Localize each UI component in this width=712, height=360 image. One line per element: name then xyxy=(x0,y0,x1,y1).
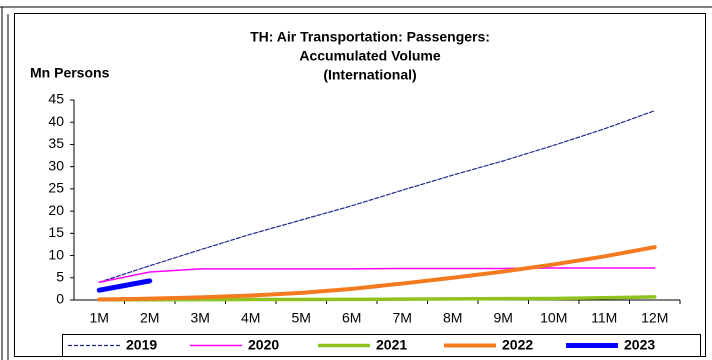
series-line xyxy=(98,110,656,283)
y-tick-label: 20 xyxy=(48,202,64,218)
series-line xyxy=(98,267,656,283)
legend-label: 2021 xyxy=(376,337,407,353)
x-tick-label: 1M xyxy=(90,310,109,326)
y-tick-label: 45 xyxy=(48,91,64,107)
chart-title: Accumulated Volume xyxy=(299,48,441,64)
series-line xyxy=(97,245,657,302)
chart-title: TH: Air Transportation: Passengers: xyxy=(250,29,490,45)
chart-title: (International) xyxy=(323,67,416,83)
legend-label: 2023 xyxy=(624,337,655,353)
chart-frame xyxy=(14,13,706,357)
legend-label: 2022 xyxy=(502,337,533,353)
y-tick-label: 30 xyxy=(48,157,64,173)
legend-label: 2019 xyxy=(126,337,157,353)
y-tick-label: 0 xyxy=(56,291,64,307)
series-line xyxy=(96,278,153,293)
x-tick-label: 2M xyxy=(140,310,159,326)
x-tick-label: 8M xyxy=(443,310,462,326)
x-tick-label: 11M xyxy=(591,310,617,326)
series-line xyxy=(97,295,657,302)
x-tick-label: 6M xyxy=(342,310,361,326)
y-tick-label: 25 xyxy=(48,180,64,196)
x-tick-label: 10M xyxy=(540,310,567,326)
y-axis-label: Mn Persons xyxy=(30,65,110,81)
y-tick-label: 5 xyxy=(56,268,64,284)
y-tick-label: 10 xyxy=(48,246,64,262)
x-tick-label: 9M xyxy=(494,310,513,326)
x-tick-label: 3M xyxy=(191,310,210,326)
x-tick-label: 12M xyxy=(641,310,668,326)
y-tick-label: 35 xyxy=(48,135,64,151)
x-tick-label: 4M xyxy=(241,310,260,326)
y-tick-label: 40 xyxy=(48,113,64,129)
legend-box xyxy=(62,334,701,357)
legend-label: 2020 xyxy=(248,337,279,353)
x-tick-label: 7M xyxy=(393,310,412,326)
y-tick-label: 15 xyxy=(48,224,64,240)
x-tick-label: 5M xyxy=(292,310,311,326)
